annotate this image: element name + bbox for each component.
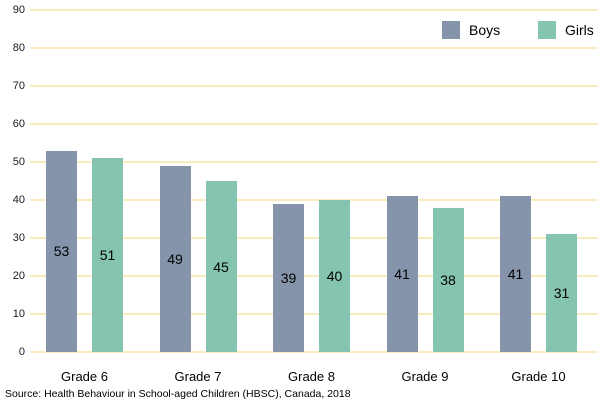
y-axis-tick-label-10: 10	[12, 308, 25, 320]
bar-girls-grade-9	[432, 207, 464, 352]
y-axis-tick-label-40: 40	[12, 194, 25, 206]
legend-label-girls: Girls	[565, 22, 594, 38]
bar-value-label: 51	[99, 247, 116, 264]
plot-area: 90 80 70 60 50 40 30 20 10 0 53 51 Grade 6 49 45 Grade …	[13, 4, 598, 384]
bar-girls-grade-7	[205, 181, 237, 352]
y-axis-tick-label-20: 20	[12, 270, 25, 282]
legend-item-boys: Boys	[442, 21, 500, 39]
bar-value-label: 49	[167, 250, 183, 267]
bar-value-label: 45	[213, 258, 229, 275]
gridline-90	[30, 9, 598, 11]
source-note: Source: Health Behaviour in School-aged …	[5, 388, 351, 400]
bar-value-label: 31	[553, 285, 570, 302]
gridline-50	[30, 161, 598, 163]
gridline-30	[30, 237, 598, 239]
bar-girls-grade-10	[546, 234, 577, 352]
bar-boys-grade-10	[500, 196, 531, 352]
gridline-0	[30, 351, 598, 353]
bar-girls-grade-8	[319, 200, 350, 352]
y-axis-tick-label-30: 30	[12, 232, 25, 244]
gridline-40	[30, 199, 598, 201]
y-axis-tick-label-60: 60	[12, 118, 25, 130]
bar-value-label: 41	[394, 266, 410, 283]
x-axis-category-label-grade-10: Grade 10	[511, 369, 566, 384]
x-axis-category-label-grade-6: Grade 6	[61, 369, 108, 384]
y-axis-tick-label-50: 50	[12, 156, 25, 168]
x-axis-category-label-grade-9: Grade 9	[401, 369, 449, 384]
x-axis-category-label-grade-8: Grade 8	[288, 369, 335, 384]
y-axis-tick-label-80: 80	[12, 42, 25, 54]
bar-girls-grade-6	[92, 158, 123, 352]
gridline-70	[30, 85, 598, 87]
gridline-80	[30, 47, 598, 49]
bar-boys-grade-6	[46, 150, 77, 352]
gridline-20	[30, 275, 598, 277]
x-axis-category-label-grade-7: Grade 7	[174, 369, 222, 384]
boys-legend-swatch-icon	[442, 21, 460, 39]
y-axis-tick-label-70: 70	[12, 80, 25, 92]
bar-value-label: 40	[326, 268, 343, 284]
bar-boys-grade-9	[386, 196, 418, 352]
gridline-10	[30, 313, 598, 315]
legend-item-girls: Girls	[538, 21, 594, 39]
legend-label-boys: Boys	[469, 22, 501, 38]
gridline-60	[30, 123, 598, 125]
bar-boys-grade-8	[273, 203, 304, 352]
bar-value-label: 41	[507, 266, 524, 283]
bar-value-label: 53	[53, 243, 70, 260]
y-axis-tick-label-0: 0	[18, 346, 25, 358]
bar-boys-grade-7	[159, 165, 191, 352]
bar-value-label: 38	[440, 271, 456, 288]
bar-value-label: 39	[280, 269, 297, 286]
y-axis-tick-label-90: 90	[12, 4, 25, 16]
girls-legend-swatch-icon	[538, 21, 556, 39]
